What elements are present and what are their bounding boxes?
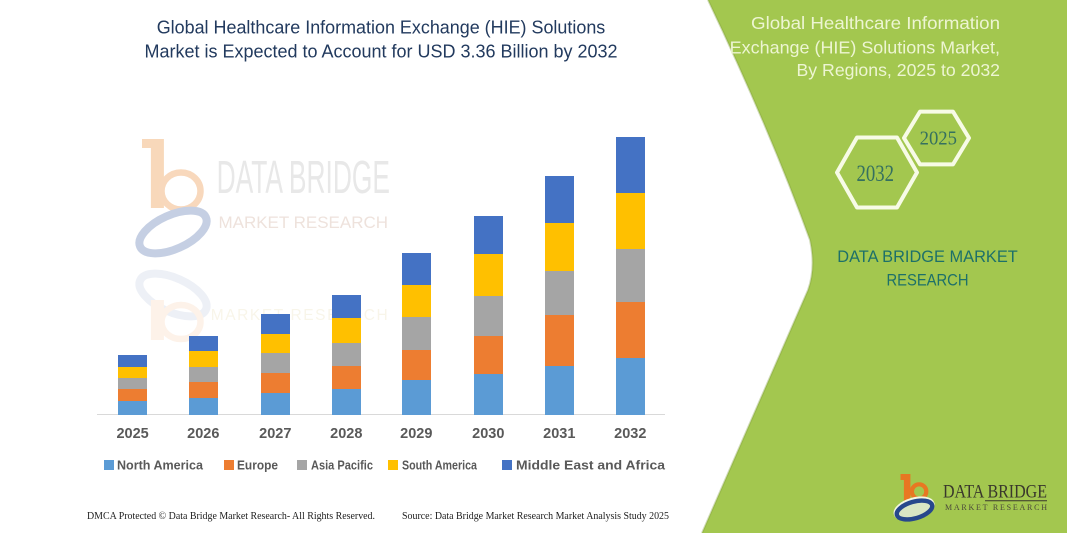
svg-text:2028: 2028 [330,426,362,442]
svg-text:2025: 2025 [116,426,148,442]
svg-text:North America: North America [117,457,204,472]
svg-text:South America: South America [402,457,478,472]
svg-text:MARKET RESEARCH: MARKET RESEARCH [219,213,389,232]
svg-text:Market is Expected to Account: Market is Expected to Account for USD 3.… [145,41,618,62]
svg-text:2027: 2027 [259,426,291,442]
svg-text:2029: 2029 [400,426,432,442]
svg-text:DATA BRIDGE: DATA BRIDGE [943,483,1047,503]
svg-text:2030: 2030 [472,426,504,442]
svg-text:Asia Pacific: Asia Pacific [311,457,373,472]
svg-text:2032: 2032 [856,161,894,186]
svg-text:Europe: Europe [237,457,278,472]
svg-text:Exchange (HIE) Solutions Marke: Exchange (HIE) Solutions Market, [730,37,1000,57]
svg-text:2032: 2032 [614,426,646,442]
svg-text:2025: 2025 [920,128,957,150]
svg-text:2026: 2026 [187,426,219,442]
svg-text:Global Healthcare Information: Global Healthcare Information [751,13,1000,33]
svg-text:Global Healthcare Information: Global Healthcare Information Exchange (… [157,16,606,37]
svg-text:Source: Data Bridge Market Res: Source: Data Bridge Market Research Mark… [402,511,669,522]
svg-text:MARKET RESEARCH: MARKET RESEARCH [945,503,1047,512]
svg-text:Middle East and Africa: Middle East and Africa [516,457,666,472]
svg-text:DMCA Protected © Data Bridge M: DMCA Protected © Data Bridge Market Rese… [87,511,375,522]
svg-text:DATA BRIDGE MARKET: DATA BRIDGE MARKET [837,247,1018,266]
svg-text:By Regions, 2025 to 2032: By Regions, 2025 to 2032 [797,60,1001,80]
svg-text:RESEARCH: RESEARCH [887,271,969,290]
svg-text:2031: 2031 [543,426,575,442]
svg-text:DATA BRIDGE: DATA BRIDGE [217,151,390,203]
